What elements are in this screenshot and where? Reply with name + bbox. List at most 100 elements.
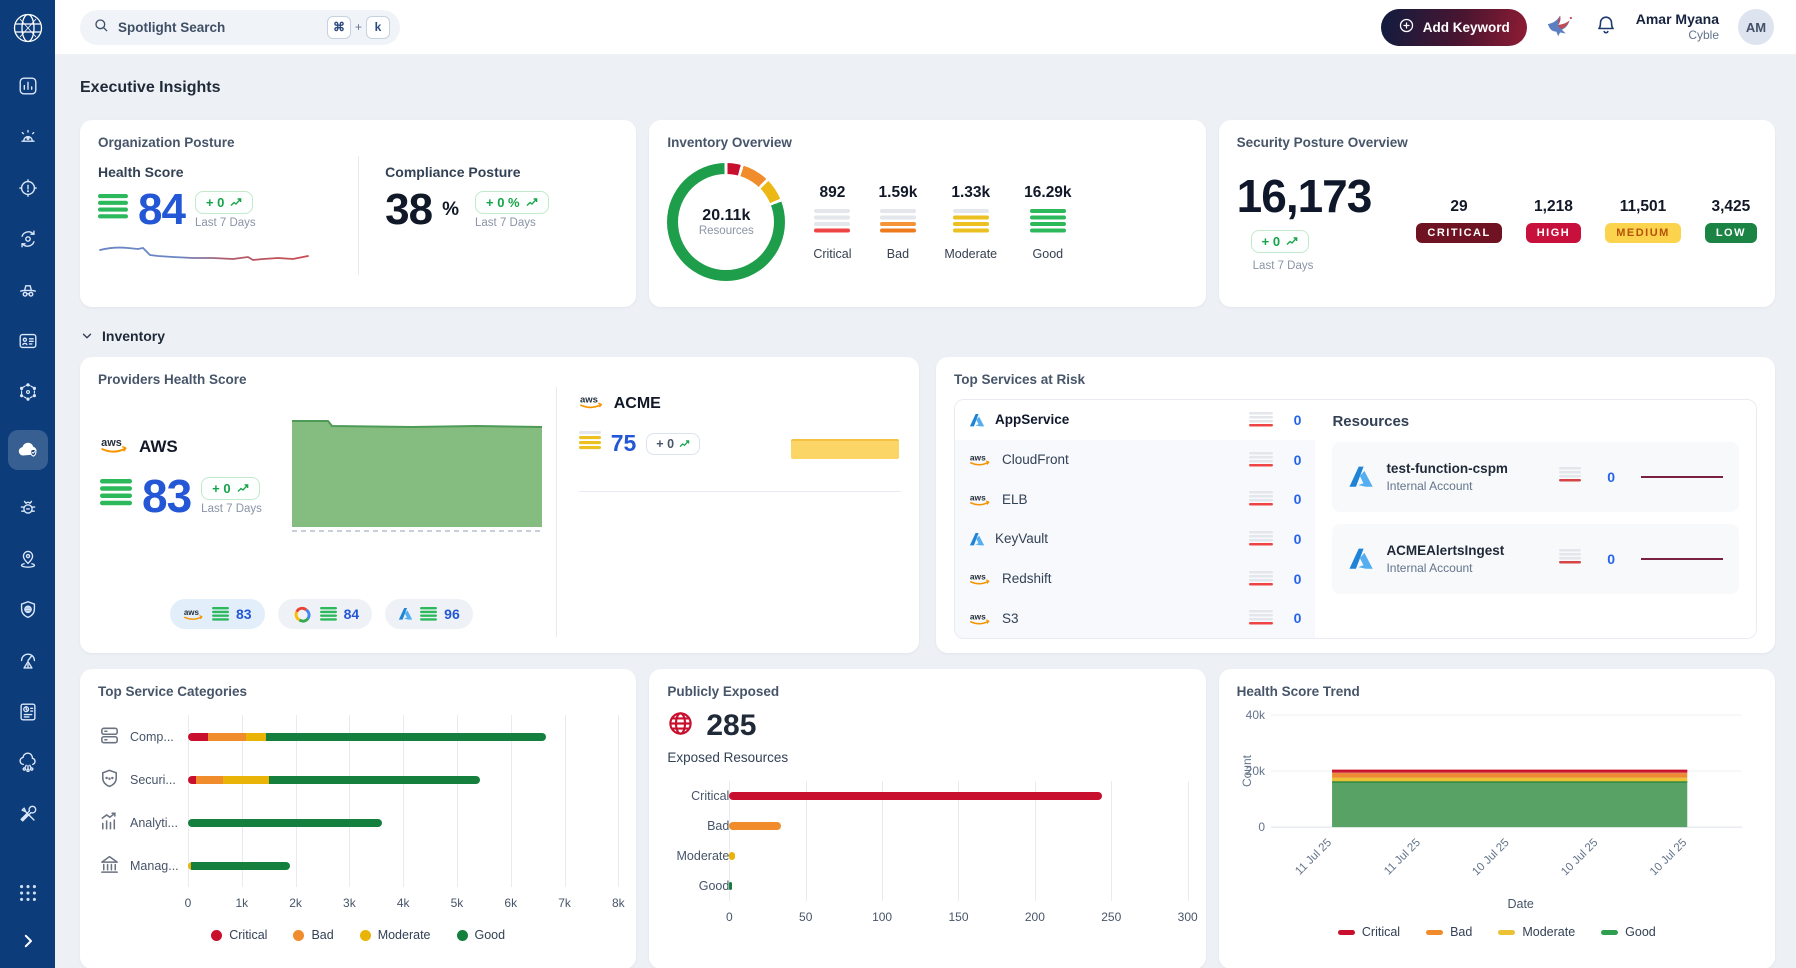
plus-circle-icon bbox=[1398, 17, 1415, 37]
provider-pill-aws[interactable]: aws 83 bbox=[170, 599, 265, 629]
provider-health-area-chart bbox=[291, 420, 542, 532]
service-row-elb[interactable]: aws ELB 0 bbox=[969, 491, 1302, 508]
severity-critical: 29 CRITICAL bbox=[1416, 198, 1502, 243]
svg-text:Count: Count bbox=[1240, 754, 1254, 787]
add-keyword-button[interactable]: Add Keyword bbox=[1380, 8, 1527, 46]
bird-icon[interactable] bbox=[1546, 12, 1576, 43]
provider-pill-azure[interactable]: 96 bbox=[385, 599, 473, 629]
service-row-redshift[interactable]: aws Redshift 0 bbox=[969, 570, 1302, 587]
user-name: Amar Myana bbox=[1635, 10, 1719, 27]
inventory-section-toggle[interactable]: Inventory bbox=[80, 328, 165, 344]
severity-badges: 29 CRITICAL 1,218 HIGH 11,501 MEDIUM 3,4… bbox=[1416, 198, 1757, 243]
network-hex-icon[interactable] bbox=[8, 379, 48, 405]
user-avatar[interactable]: AM bbox=[1738, 9, 1774, 45]
service-row-s3[interactable]: aws S3 0 bbox=[969, 610, 1302, 627]
resource-card-test-function-cspm[interactable]: test-function-cspm Internal Account 0 bbox=[1332, 442, 1739, 512]
legend-critical: Critical bbox=[211, 928, 267, 942]
globe-icon bbox=[667, 710, 694, 742]
health-trend-card: Health Score Trend 40k 20k 0 Count 11 Jul 25… bbox=[1218, 669, 1775, 968]
health-trend-chart[interactable]: 40k 20k 0 Count 11 Jul 25 11 Jul 25 10 Jul 25 1… bbox=[1237, 699, 1757, 939]
spotlight-search-input[interactable]: Spotlight Search ⌘ + k bbox=[80, 9, 400, 45]
incognito-spy-icon[interactable] bbox=[8, 277, 48, 303]
delta-chip: + 0 bbox=[201, 476, 260, 500]
service-categories-chart[interactable]: Comp... Securi... Analyti... Manag... 0 1k 2k 3… bbox=[98, 715, 625, 942]
svg-text:11 Jul 25: 11 Jul 25 bbox=[1382, 837, 1423, 878]
severity-bars-icon bbox=[814, 208, 851, 240]
report-document-icon[interactable] bbox=[8, 699, 48, 725]
severity-bars-icon bbox=[952, 208, 989, 240]
trend-up-icon bbox=[1286, 236, 1298, 245]
legend-good: Good bbox=[456, 928, 505, 942]
service-row-keyvault[interactable]: KeyVault 0 bbox=[955, 519, 1315, 559]
providers-health-card: Providers Health Score aws AWS 83 + 0 bbox=[80, 357, 919, 653]
risk-bars-icon bbox=[1249, 610, 1274, 626]
svg-text:0: 0 bbox=[1258, 820, 1265, 834]
service-row-appservice[interactable]: AppService 0 bbox=[955, 400, 1316, 440]
cyble-logo[interactable] bbox=[0, 0, 55, 55]
radar-warning-icon[interactable] bbox=[8, 648, 48, 674]
organization-posture-card: Organization Posture Health Score 84 + 0… bbox=[80, 120, 637, 307]
exposed-total: 285 bbox=[706, 709, 757, 742]
aws-icon: aws bbox=[970, 612, 990, 625]
shield-globe-icon[interactable] bbox=[8, 597, 48, 623]
severity-high: 1,218 HIGH bbox=[1525, 198, 1582, 243]
trend-up-icon bbox=[237, 483, 248, 492]
svg-text:20k: 20k bbox=[1245, 764, 1265, 778]
delta-chip: + 0 % bbox=[475, 191, 549, 214]
risk-bars-icon bbox=[1249, 570, 1274, 587]
search-icon bbox=[93, 17, 109, 38]
legend-moderate: Moderate bbox=[1498, 925, 1575, 939]
apps-grid-icon[interactable] bbox=[8, 880, 48, 906]
resources-donut-chart[interactable]: 20.11k Resources bbox=[667, 163, 786, 281]
attack-surface-pin-icon[interactable] bbox=[8, 546, 48, 572]
inventory-stat-moderate: 1.33k Moderate bbox=[944, 183, 998, 261]
resource-trend-line bbox=[1641, 476, 1723, 478]
aws-icon: aws bbox=[580, 395, 602, 409]
compliance-score-value: 38 bbox=[385, 185, 433, 234]
severity-bars-icon bbox=[879, 208, 916, 240]
aws-icon: aws bbox=[184, 608, 203, 621]
expand-sidebar-chevron[interactable] bbox=[8, 928, 48, 954]
dashboard-icon[interactable] bbox=[8, 73, 48, 99]
status-badge: MEDIUM bbox=[1605, 222, 1681, 243]
service-row-cloudfront[interactable]: aws CloudFront 0 bbox=[969, 451, 1302, 468]
vulnerability-bug-icon[interactable] bbox=[8, 495, 48, 521]
trend-up-icon bbox=[526, 198, 537, 206]
azure-icon bbox=[969, 413, 985, 427]
page-title: Executive Insights bbox=[80, 79, 221, 96]
management-icon bbox=[98, 853, 121, 879]
svg-text:aws: aws bbox=[970, 612, 986, 622]
health-bars-icon bbox=[98, 194, 128, 226]
account-score: 75 bbox=[610, 430, 637, 457]
alerts-siren-icon[interactable] bbox=[8, 124, 48, 150]
health-score-value: 84 bbox=[138, 185, 186, 234]
sidebar bbox=[0, 0, 55, 968]
inventory-stat-critical: 892 Critical bbox=[813, 183, 852, 261]
tools-icon[interactable] bbox=[8, 801, 48, 827]
resource-card-acmealertsingest[interactable]: ACMEAlertsIngest Internal Account 0 bbox=[1332, 524, 1739, 594]
legend-critical: Critical bbox=[1337, 925, 1400, 939]
status-badge: LOW bbox=[1704, 222, 1757, 243]
legend-moderate: Moderate bbox=[359, 928, 431, 942]
svg-text:aws: aws bbox=[184, 608, 200, 617]
cloud-assets-icon[interactable] bbox=[8, 750, 48, 776]
provider-pill-gcp[interactable]: 84 bbox=[277, 599, 373, 629]
severity-low: 3,425 LOW bbox=[1704, 198, 1757, 243]
card-title: Organization Posture bbox=[98, 135, 235, 150]
analytics-icon bbox=[98, 810, 121, 836]
azure-icon bbox=[1349, 466, 1374, 488]
notification-bell-icon[interactable] bbox=[1595, 14, 1617, 41]
identity-card-icon[interactable] bbox=[8, 328, 48, 354]
svg-text:aws: aws bbox=[101, 437, 122, 449]
user-meta: Amar Myana Cyble bbox=[1636, 11, 1719, 44]
threat-target-icon[interactable] bbox=[8, 175, 48, 201]
risk-bars-icon bbox=[1559, 548, 1582, 570]
account-trend-bar bbox=[791, 439, 899, 459]
process-sync-icon[interactable] bbox=[8, 226, 48, 252]
aws-icon: aws bbox=[970, 492, 990, 506]
publicly-exposed-chart[interactable]: Critical Bad Moderate Good 0 50 100 150 200 250 30… bbox=[667, 781, 1198, 928]
cloud-security-icon[interactable] bbox=[7, 430, 48, 470]
health-score-block: Health Score 84 + 0 Last 7 Days bbox=[98, 156, 358, 275]
main-content: Executive Insights Organization Posture … bbox=[55, 55, 1796, 968]
azure-icon bbox=[399, 608, 413, 620]
